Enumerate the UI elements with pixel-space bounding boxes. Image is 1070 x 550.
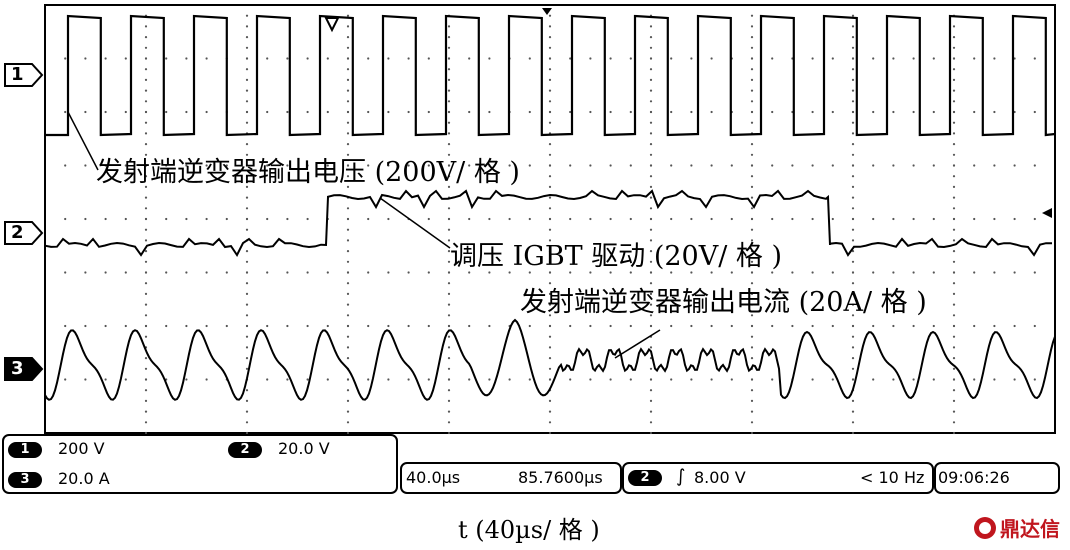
ch2-marker-label: 2 [11,222,24,243]
ch1-label-leader [67,111,99,171]
trigger-position-icon [324,17,340,33]
x-axis-label: t (40µs/ 格 ) [458,516,600,544]
ch2-annotation: 调压 IGBT 驱动 (20V/ 格 ) [450,241,783,272]
time-reference-icon [542,8,552,15]
ch2-scale: 20.0 V [278,439,330,458]
ch2-badge: 2 [228,442,262,458]
ch1-badge: 1 [8,442,42,458]
trigger-frequency: < 10 Hz [860,468,925,487]
ch1-scale: 200 V [58,439,105,458]
trigger-source-badge: 2 [628,470,662,486]
trigger-level: 8.00 V [694,468,746,487]
channel-scale-panel[interactable] [2,434,398,494]
ch2-label-leader [379,197,451,249]
clock-time: 09:06:26 [938,468,1010,487]
trigger-panel[interactable] [622,462,934,494]
ch3-current-trace [44,318,1056,401]
ch3-badge: 3 [8,472,42,488]
brand-name: 鼎达信 [1000,517,1060,541]
time-per-div: 40.0µs [406,468,461,487]
ch1-marker-label: 1 [11,64,24,85]
ch2-marker[interactable] [4,221,44,245]
ch3-scale: 20.0 A [58,469,110,488]
brand-logo-icon [974,516,996,539]
ch1-annotation: 发射端逆变器输出电压 (200V/ 格 ) [96,157,520,188]
ch1-marker[interactable] [4,63,44,87]
trigger-slope-icon: ∫ [676,466,686,487]
ch2-gate-drive-trace [44,189,1052,257]
ch3-marker[interactable] [4,357,44,381]
ch3-label-leader [614,329,661,359]
ch3-marker-label: 3 [11,358,24,379]
trigger-level-icon [1042,208,1052,218]
timebase-panel[interactable] [400,462,622,494]
clock-panel [934,462,1060,494]
ch1-voltage-trace [45,14,1056,137]
ch3-annotation: 发射端逆变器输出电流 (20A/ 格 ) [520,287,927,318]
time-position: 85.7600µs [518,468,603,487]
brand-watermark: 鼎达信 [974,513,1060,542]
graticule [64,14,1036,435]
